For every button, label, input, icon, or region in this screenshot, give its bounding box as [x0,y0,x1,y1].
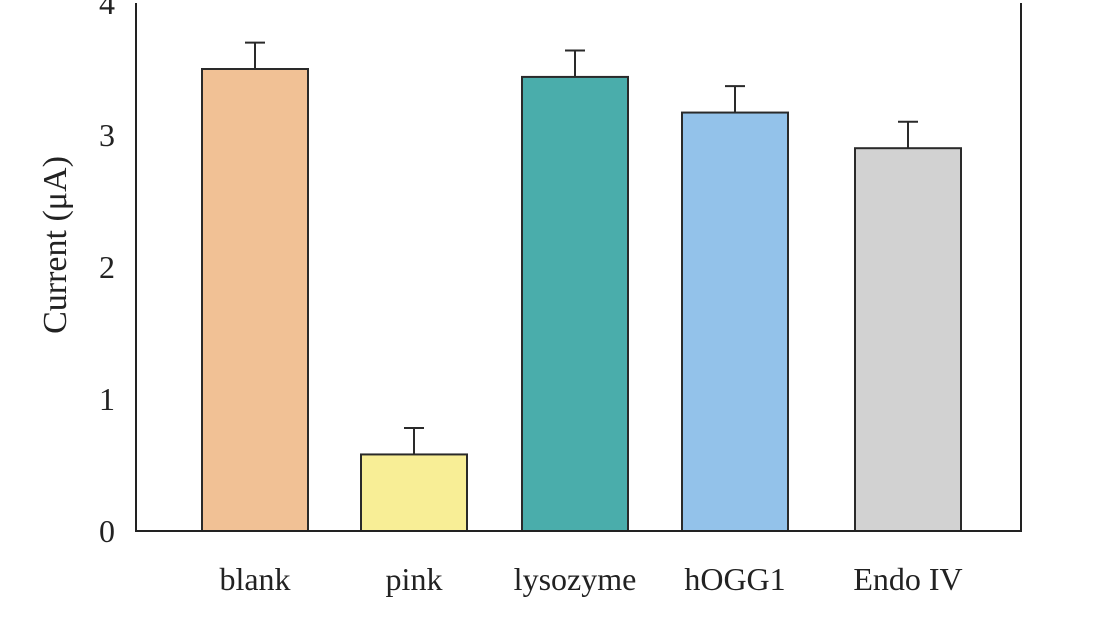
error-bars-group [245,41,918,455]
x-tick-label: pink [386,561,443,597]
error-bar-lysozyme [565,49,585,77]
x-tick-label: lysozyme [514,561,637,597]
bar-hogg1 [681,111,789,532]
y-axis-ticks: 0 1 2 3 4 [99,0,115,549]
bar-endo-iv [854,147,962,532]
error-bar-blank [245,41,265,69]
error-bar-pink [404,427,424,455]
error-bar-hogg1 [725,85,745,113]
x-tick-label: blank [219,561,290,597]
bar-blank [201,68,309,532]
plot-frame [135,3,1022,532]
bar-lysozyme [521,75,629,532]
y-tick-label: 4 [99,0,115,21]
bars-group [201,68,962,532]
y-tick-label: 1 [99,381,115,417]
bar-pink [360,453,468,532]
y-tick-label: 2 [99,249,115,285]
error-bar-endo-iv [898,120,918,149]
x-axis-labels: blank pink lysozyme hOGG1 Endo IV [219,561,962,597]
y-tick-label: 3 [99,117,115,153]
x-tick-label: hOGG1 [684,561,785,597]
y-tick-label: 0 [99,513,115,549]
x-tick-label: Endo IV [853,561,962,597]
y-axis-label: Current (μA) [37,156,74,334]
